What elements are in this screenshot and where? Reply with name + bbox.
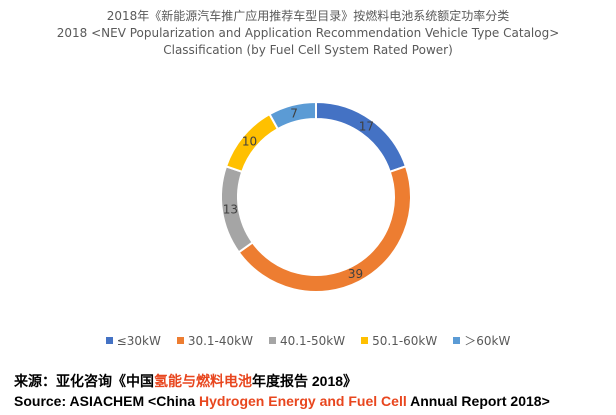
source-en-prefix: Source: ASIACHEM <China [14,393,200,409]
source-en: Source: ASIACHEM <China Hydrogen Energy … [14,392,550,410]
legend-item-40-50kw: 40.1-50kW [268,332,346,349]
data-label-le-30kw: 17 [359,120,374,134]
legend-item-50-60kw: 50.1-60kW [361,332,437,349]
chart-subtitle-en: Classification (by Fuel Cell System Rate… [163,43,453,57]
source-cn-suffix: 年度报告 2018》 [252,373,358,389]
source-en-highlight: Hydrogen Energy and Fuel Cell [199,393,407,409]
source-cn-prefix: 来源：亚化咨询《中国 [14,373,154,389]
source-cn-highlight: 氢能与燃料电池 [154,373,252,389]
legend-item-le-30kw: ≤30kW [105,332,161,349]
slice-le-30kw [315,100,408,174]
data-label-50-60kw: 10 [242,135,257,149]
legend-swatch [453,337,461,344]
source-en-suffix: Annual Report 2018> [406,393,550,409]
chart-title-cn: 2018年《新能源汽车推广应用推荐车型目录》按燃料电池系统额定功率分类 [106,9,510,23]
legend-swatch [176,337,184,344]
legend-swatch [268,337,276,344]
legend-swatch [361,337,369,344]
source-cn: 来源：亚化咨询《中国氢能与燃料电池年度报告 2018》 [14,372,357,390]
chart-legend: ≤30kW 30.1-40kW 40.1-50kW 50.1-60kW ＞60kW [0,332,616,349]
chart-title-en: 2018 <NEV Popularization and Application… [56,26,560,40]
slice-gt-60kw [268,100,317,131]
legend-item-gt-60kw: ＞60kW [453,332,510,349]
slice-30-40kw [237,165,412,293]
legend-swatch [105,337,113,344]
legend-label: 40.1-50kW [279,333,346,348]
legend-label: 50.1-60kW [372,333,438,348]
legend-item-30-40kw: 30.1-40kW [176,332,253,349]
data-label-gt-60kw: 7 [290,106,298,120]
legend-label: ＞60kW [464,334,511,348]
data-label-30-40kw: 39 [348,267,363,281]
legend-label: ≤30kW [116,333,161,348]
data-label-40-50kw: 13 [223,203,238,217]
legend-label: 30.1-40kW [187,333,253,348]
